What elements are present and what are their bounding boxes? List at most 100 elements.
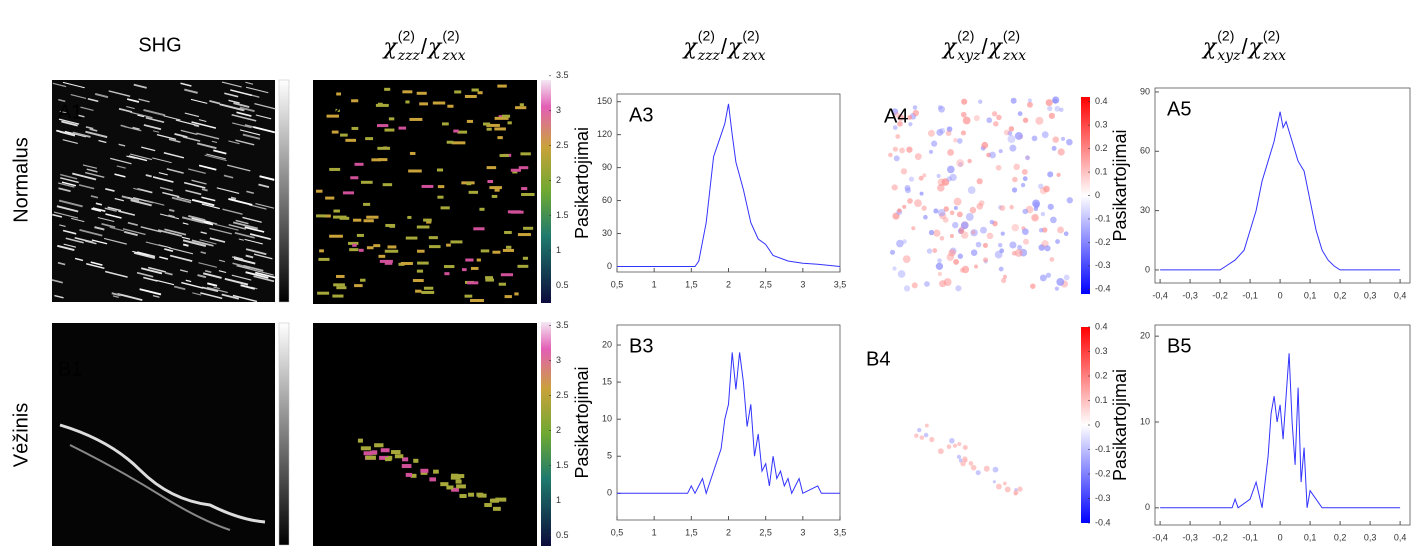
pixel-dot [1023, 238, 1029, 245]
pixel-blob [360, 180, 373, 184]
x-tick-label: 3 [800, 527, 805, 537]
header-part: (2) [442, 28, 459, 44]
x-tick-label: 0,1 [1304, 290, 1317, 300]
pixel-dot [928, 149, 933, 154]
fiber [255, 114, 272, 120]
pixel-dot [1011, 250, 1017, 256]
pixel-blob [401, 464, 412, 469]
fiber [191, 121, 217, 129]
fiber [101, 222, 116, 229]
column-header: SHG [138, 34, 181, 56]
pixel-blob [440, 482, 449, 487]
pixel-dot [999, 205, 1006, 211]
pixel-dot [937, 271, 942, 277]
pixel-blob [353, 218, 362, 222]
pixel-dot [939, 235, 945, 241]
fiber [89, 128, 98, 132]
colorbar-tick-label: 3.5 [556, 70, 569, 80]
pixel-dot [995, 483, 1002, 490]
fiber [209, 237, 226, 243]
pixel-blob [499, 154, 509, 158]
fiber [218, 259, 226, 263]
pixel-blob [371, 158, 381, 162]
fiber [234, 232, 255, 239]
x-tick-label: 3,5 [834, 279, 847, 289]
fiber [52, 213, 63, 218]
pixel-blob [366, 215, 379, 219]
header-part: / [981, 34, 988, 59]
pixel-dot [938, 105, 945, 113]
fiber [163, 115, 181, 121]
pixel-blob [342, 191, 354, 195]
pixel-blob [340, 133, 348, 137]
fiber [198, 164, 217, 171]
pixel-blob [351, 99, 359, 103]
colorbar-tick-label: -0.2 [1095, 468, 1111, 478]
pixel-blob [360, 278, 366, 282]
pixel-blob [363, 202, 371, 206]
pixel-blob [405, 236, 418, 240]
header-part: xyz [957, 48, 981, 64]
fiber [174, 133, 188, 139]
pixel-dot [1022, 176, 1028, 182]
pixel-dot [956, 211, 963, 218]
fiber [232, 122, 252, 129]
pixel-blob [477, 91, 483, 95]
fiber [90, 261, 103, 266]
fiber [133, 83, 147, 89]
pixel-blob [416, 225, 430, 229]
pixel-dot [895, 134, 901, 139]
fiber [54, 294, 64, 299]
fiber [72, 131, 91, 138]
pixel-blob [454, 90, 462, 94]
pixel-dot [993, 121, 999, 127]
pixel-blob [514, 292, 519, 296]
header-part: / [1241, 34, 1248, 59]
fiber [171, 196, 192, 204]
pixel-dot [923, 214, 928, 220]
header-part: χ [941, 35, 958, 60]
y-tick-label: 150 [597, 96, 612, 106]
pixel-dot [983, 257, 989, 263]
colorbar-tick-label: 2 [556, 175, 561, 185]
pixel-dot [1017, 111, 1023, 117]
pixel-dot [892, 125, 898, 130]
pixel-dot [973, 115, 980, 122]
pixel-blob [522, 256, 529, 260]
fiber [245, 271, 269, 279]
pixel-dot [900, 168, 908, 175]
y-axis-label: Pasikartojimai [1110, 129, 1130, 241]
pixel-dot [953, 197, 962, 206]
pixel-dot [902, 239, 907, 244]
pixel-dot [899, 147, 905, 154]
fiber [201, 188, 208, 192]
fiber [118, 107, 133, 113]
data-line [617, 103, 841, 267]
fiber [103, 237, 127, 245]
pixel-dot [1052, 136, 1059, 143]
fiber [222, 208, 243, 215]
pixel-dot [968, 461, 974, 466]
pixel-blob [476, 492, 484, 497]
row-label: Vėžinis [10, 403, 32, 467]
pixel-dot [924, 423, 929, 428]
x-tick-label: 1 [652, 279, 657, 289]
fiber [249, 268, 274, 276]
pixel-blob [409, 117, 423, 121]
pixel-dot [921, 205, 927, 211]
fiber [57, 261, 66, 266]
fiber [216, 187, 240, 194]
pixel-dot [967, 158, 972, 164]
pixel-dot [981, 141, 989, 149]
header-part: zxx [741, 48, 765, 64]
pixel-dot [918, 175, 924, 181]
x-tick-label: 0 [1278, 532, 1283, 542]
pixel-blob [502, 248, 515, 252]
pixel-dot [1014, 132, 1023, 140]
fiber [116, 165, 126, 169]
pixel-blob [379, 455, 389, 460]
fiber [130, 199, 152, 207]
pixel-dot [953, 258, 960, 265]
pixel-dot [960, 111, 967, 118]
colorbar-tick-label: -0.4 [1095, 284, 1111, 294]
